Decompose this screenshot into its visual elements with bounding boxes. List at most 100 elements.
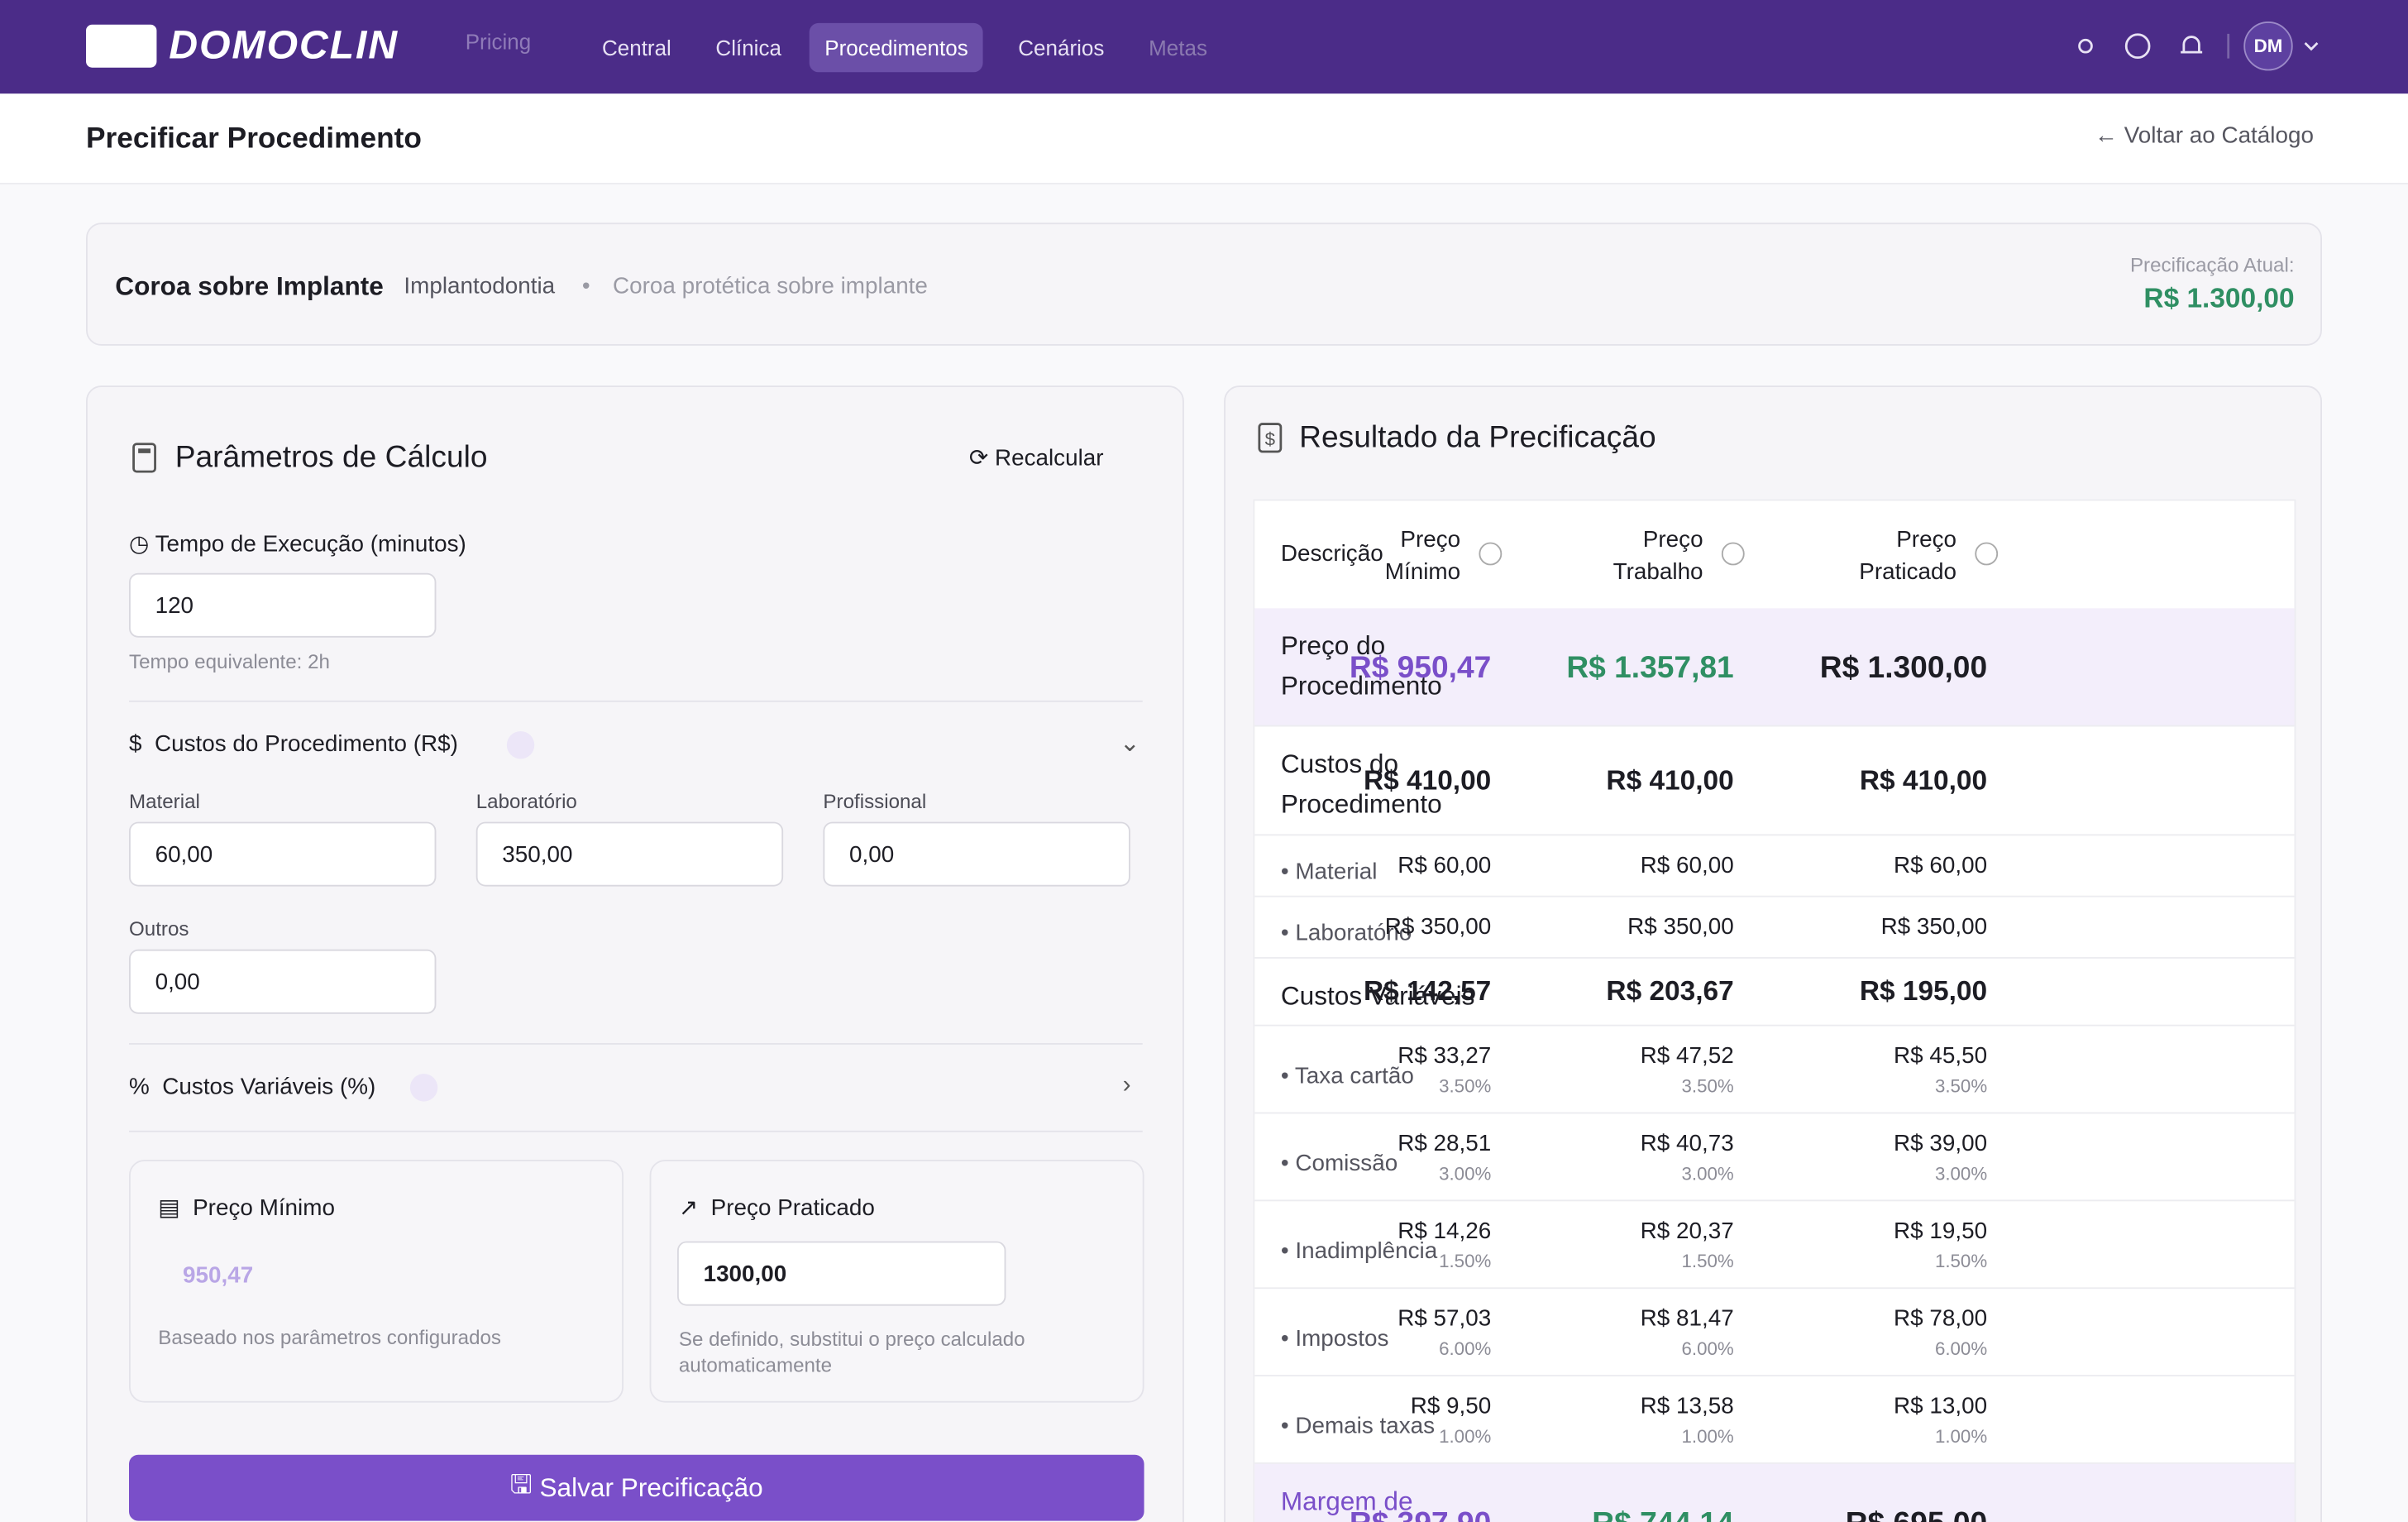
help-icon[interactable] — [1479, 542, 1503, 566]
table-row: Margem deR$ 397,90 R$ 744,14 R$ 695,00 — [1254, 1463, 2295, 1522]
table-row: • Laboratório R$ 350,00 R$ 350,00 R$ 350,00 — [1254, 897, 2295, 959]
chevron — [2304, 42, 2319, 51]
practiced-card: ↗ Preço Praticado 1300,00 Se definido, s… — [649, 1160, 1144, 1403]
table-row: • Taxa cartão R$ 33,27 3.50% R$ 47,52 3.50% R… — [1254, 1027, 2295, 1114]
row-percent: 1.00% — [1934, 1425, 1988, 1448]
field-label: Outros — [129, 917, 189, 940]
nav-link[interactable]: Cenários — [1018, 35, 1105, 60]
row-value: R$ 13,58 — [1640, 1393, 1734, 1420]
row-value: R$ 14,26 — [1398, 1218, 1492, 1245]
time-input[interactable]: 120 — [129, 572, 437, 638]
avatar[interactable]: DM — [2243, 22, 2293, 71]
row-label: Custos do Procedimento — [1280, 749, 1442, 819]
back-text[interactable]: Voltar ao Catálogo — [2124, 122, 2314, 150]
min-title-text: Preço Mínimo — [193, 1194, 335, 1222]
row-label: • Demais taxas — [1280, 1413, 1436, 1440]
params-title: Parâmetros de Cálculo — [174, 441, 488, 475]
row-percent: 3.00% — [1681, 1162, 1734, 1185]
time-hint: Tempo equivalente: 2h — [129, 649, 330, 673]
field-input[interactable]: 0,00 — [823, 821, 1130, 887]
row-value: R$ 60,00 — [1640, 852, 1734, 879]
min-hint: Baseado nos parâmetros configurados — [158, 1325, 502, 1349]
help-badge[interactable] — [506, 731, 535, 759]
row-label: • Laboratório — [1280, 920, 1412, 947]
costs-section[interactable]: $ Custos do Procedimento (R$) — [129, 731, 458, 758]
table-row: • Demais taxas R$ 9,50 1.00% R$ 13,58 1.00% R… — [1254, 1376, 2295, 1464]
row-label: Preço do Procedimento — [1280, 631, 1442, 701]
row-percent: 1.50% — [1934, 1250, 1988, 1272]
row-percent: 6.00% — [1681, 1338, 1734, 1360]
table-row: • Comissão R$ 28,51 3.00% R$ 40,73 3.00% R$ 3… — [1254, 1113, 2295, 1202]
practiced-hint: Se definido, substitui o preço calculado… — [678, 1327, 1025, 1377]
row-percent: 3.50% — [1934, 1075, 1988, 1098]
row-value: R$ 695,00 — [1846, 1506, 1987, 1522]
row-value: R$ 744,14 — [1592, 1506, 1733, 1522]
result-icon: $ — [1258, 423, 1283, 453]
chevron[interactable]: ⌄ — [1119, 731, 1140, 758]
row-percent: 1.00% — [1681, 1425, 1734, 1448]
row-value: R$ 28,51 — [1398, 1130, 1492, 1157]
row-value: R$ 9,50 — [1410, 1393, 1492, 1420]
row-value: R$ 39,00 — [1894, 1130, 1988, 1157]
logo: DOMOCLIN — [169, 22, 399, 68]
field-input[interactable]: 350,00 — [475, 821, 784, 887]
table-row: • Material R$ 60,00 R$ 60,00 R$ 60,00 — [1254, 835, 2295, 897]
field-label: Profissional — [823, 789, 927, 813]
row-label: • Comissão — [1280, 1151, 1398, 1177]
nav-link[interactable]: Central — [602, 35, 671, 60]
min-value: 950,47 — [183, 1262, 254, 1290]
variable-section[interactable]: % Custos Variáveis (%) — [129, 1074, 376, 1100]
variable-title: Custos Variáveis (%) — [162, 1074, 376, 1100]
save-button[interactable]: 🖫 Salvar Precificação — [129, 1454, 1144, 1521]
row-value: R$ 19,50 — [1894, 1218, 1988, 1245]
logo-tag: Pricing — [465, 29, 532, 55]
recalc-text[interactable]: Recalcular — [994, 445, 1104, 472]
field-input[interactable]: 0,00 — [129, 949, 437, 1014]
time-label: Tempo de Execução (minutos) — [155, 531, 466, 558]
back-link[interactable]: ← Voltar ao Catálogo — [2095, 122, 2314, 150]
row-percent: 3.00% — [1439, 1162, 1492, 1185]
help-icon[interactable] — [1721, 542, 1745, 566]
save-text[interactable]: Salvar Precificação — [539, 1472, 763, 1502]
row-value: R$ 45,50 — [1894, 1043, 1988, 1070]
title-bar: Precificar Procedimento ← Voltar ao Catá… — [0, 93, 2408, 184]
field-input[interactable]: 60,00 — [129, 821, 437, 887]
svg-text:$: $ — [1265, 429, 1276, 450]
column-header: Descrição — [1280, 540, 1383, 567]
row-value: R$ 350,00 — [1384, 914, 1492, 940]
row-value: R$ 350,00 — [1627, 914, 1734, 940]
practiced-input[interactable]: 1300,00 — [677, 1241, 1006, 1306]
logo-icon — [86, 24, 157, 68]
row-value: R$ 410,00 — [1606, 763, 1734, 796]
row-percent: 1.50% — [1681, 1250, 1734, 1272]
nav-link[interactable]: Clínica — [715, 35, 781, 60]
min-card: ▤ Preço Mínimo 950,47 Baseado nos parâme… — [129, 1160, 624, 1403]
procedure-name: Coroa sobre Implante — [115, 271, 384, 302]
row-percent: 3.00% — [1934, 1162, 1988, 1185]
row-value: R$ 142,57 — [1363, 975, 1492, 1007]
header-icons[interactable] — [2070, 31, 2254, 61]
procedure-description: Coroa protética sobre implante — [613, 273, 928, 300]
nav-link[interactable]: Procedimentos — [809, 22, 984, 73]
recalc-button[interactable]: ⟳ Recalcular — [968, 445, 1104, 472]
calc-icon — [132, 443, 156, 473]
field-label: Laboratório — [475, 789, 577, 813]
row-value: R$ 410,00 — [1363, 763, 1492, 796]
row-percent: 3.50% — [1439, 1075, 1492, 1098]
help-badge[interactable] — [409, 1074, 438, 1102]
row-percent: 1.50% — [1439, 1250, 1492, 1272]
row-value: R$ 81,47 — [1640, 1305, 1734, 1333]
row-value: R$ 13,00 — [1894, 1393, 1988, 1420]
procedure-card: Coroa sobre Implante Implantodontia • Co… — [86, 223, 2323, 346]
row-value: R$ 350,00 — [1880, 914, 1988, 940]
table-header: Descrição Preço Mínimo Preço Trabalho Preço… — [1254, 500, 2295, 610]
row-value: R$ 47,52 — [1640, 1043, 1734, 1070]
table-row: • Impostos R$ 57,03 6.00% R$ 81,47 6.00% R$ 7… — [1254, 1289, 2295, 1377]
costs-title: Custos do Procedimento (R$) — [154, 731, 458, 758]
row-label: • Inadimplência — [1280, 1237, 1438, 1265]
nav-link[interactable]: Metas — [1149, 35, 1207, 60]
chevron[interactable]: › — [1122, 1072, 1131, 1098]
practiced-title: ↗ Preço Praticado — [678, 1194, 875, 1222]
result-table: Descrição Preço Mínimo Preço Trabalho Preço… — [1253, 499, 2296, 1522]
help-icon[interactable] — [1975, 542, 1999, 566]
